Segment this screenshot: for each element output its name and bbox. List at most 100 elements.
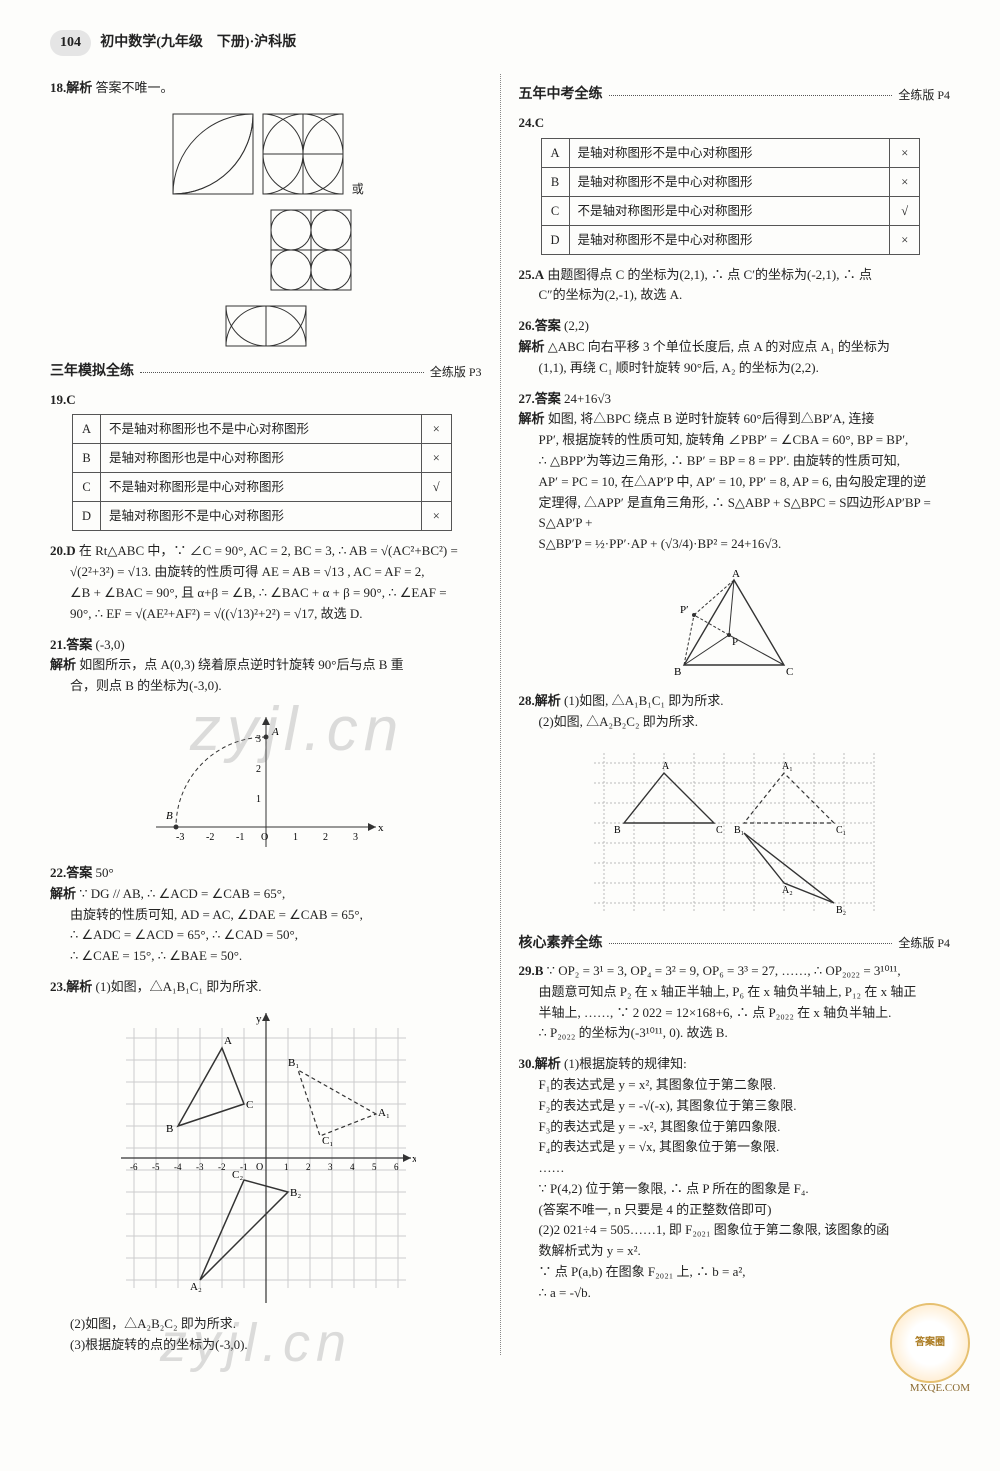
q24-desc-c: 不是轴对称图形是中心对称图形 [569, 196, 890, 225]
dots [609, 95, 893, 96]
q19-desc-b: 是轴对称图形也是中心对称图形 [101, 444, 422, 473]
q22: 22.答案 50° 解析 ∵ DG // AB, ∴ ∠ACD = ∠CAB =… [50, 863, 482, 967]
q18-figure-row1: 或 [50, 109, 482, 199]
q24-opt-d: D [541, 225, 569, 254]
q30-p4: ∴ a = -√b. [519, 1283, 951, 1304]
q24-mark-a: × [890, 138, 920, 167]
svg-text:O: O [256, 1162, 263, 1173]
section1-title: 三年模拟全练 [50, 361, 134, 383]
q27-l4: AP′ = PC = 10, 在△AP′P 中, AP′ = 10, PP′ =… [519, 472, 951, 493]
q28-label: 28.解析 [519, 693, 561, 708]
q24: 24.C A是轴对称图形不是中心对称图形× B是轴对称图形不是中心对称图形× C… [519, 113, 951, 255]
q26: 26.答案 (2,2) 解析 △ABC 向右平移 3 个单位长度后, 点 A 的… [519, 316, 951, 378]
q18-or: 或 [352, 180, 364, 199]
svg-text:B₁: B₁ [288, 1057, 299, 1069]
section2-title: 五年中考全练 [519, 84, 603, 106]
q24-desc-d: 是轴对称图形不是中心对称图形 [569, 225, 890, 254]
q30-label: 30.解析 [519, 1056, 561, 1071]
q22-l2: 由旋转的性质可知, AD = AC, ∠DAE = ∠CAB = 65°, [50, 905, 482, 926]
svg-text:O: O [261, 832, 268, 843]
q24-desc-b: 是轴对称图形不是中心对称图形 [569, 167, 890, 196]
q20-label: 20.D [50, 543, 76, 558]
svg-text:5: 5 [372, 1162, 377, 1172]
svg-text:B₂: B₂ [290, 1187, 301, 1199]
q22-jiexi: 解析 [50, 886, 76, 901]
section1-ref: 全练版 P3 [430, 363, 482, 382]
svg-text:A: A [271, 726, 279, 738]
q23: 23.解析 (1)如图，△A₁B₁C₁ 即为所求. [50, 977, 482, 998]
q27-l1: 如图, 将△BPC 绕点 B 逆时针旋转 60°后得到△BP′A, 连接 [548, 411, 875, 426]
svg-text:C₁: C₁ [836, 825, 846, 836]
q28-p2: (2)如图, △A₂B₂C₂ 即为所求. [519, 712, 951, 733]
q21-label: 21.答案 [50, 637, 92, 652]
q19-opt-d: D [73, 502, 101, 531]
q30-c2: (答案不唯一, n 只要是 4 的正整数倍即可) [519, 1200, 951, 1221]
q27-l6: S△BP′P = ½·PP′·AP + (√3/4)·BP² = 24+16√3… [519, 534, 951, 555]
q24-opt-c: C [541, 196, 569, 225]
column-separator [500, 74, 501, 1355]
q25: 25.A 由题图得点 C 的坐标为(2,1), ∴ 点 C′的坐标为(-2,1)… [519, 265, 951, 307]
q24-opt-b: B [541, 167, 569, 196]
section3-ref: 全练版 P4 [898, 934, 950, 953]
svg-text:-2: -2 [206, 832, 214, 843]
svg-text:-2: -2 [218, 1162, 226, 1172]
svg-text:3: 3 [256, 734, 261, 745]
q21-l2: 合，则点 B 的坐标为(-3,0). [50, 676, 482, 697]
q30-f4: F₄的表达式是 y = √x, 其图象位于第一象限. [519, 1137, 951, 1158]
q19-opt-b: B [73, 444, 101, 473]
section-three-year: 三年模拟全练 全练版 P3 [50, 361, 482, 383]
q23-label: 23.解析 [50, 979, 92, 994]
q29-l2: 由题意可知点 P₂ 在 x 轴正半轴上, P₆ 在 x 轴负半轴上, P₁₂ 在… [519, 982, 951, 1003]
svg-text:-1: -1 [240, 1162, 248, 1172]
svg-text:x: x [412, 1153, 416, 1165]
right-column: 五年中考全练 全练版 P4 24.C A是轴对称图形不是中心对称图形× B是轴对… [519, 74, 951, 1355]
dots [609, 943, 893, 944]
q27-jiexi: 解析 [519, 411, 545, 426]
svg-text:-3: -3 [196, 1162, 204, 1172]
svg-text:A₂: A₂ [190, 1281, 202, 1293]
svg-text:-6: -6 [130, 1162, 138, 1172]
svg-text:B: B [674, 666, 681, 678]
q20: 20.D 在 Rt△ABC 中，∵ ∠C = 90°, AC = 2, BC =… [50, 541, 482, 624]
q20-l3: ∠B + ∠BAC = 90°, 且 α+β = ∠B, ∴ ∠BAC + α … [50, 583, 482, 604]
q27: 27.答案 24+16√3 解析 如图, 将△BPC 绕点 B 逆时针旋转 60… [519, 389, 951, 555]
q21: 21.答案 (-3,0) 解析 如图所示，点 A(0,3) 绕着原点逆时针旋转 … [50, 635, 482, 697]
q18-figure-row2 [50, 205, 482, 295]
q23-p2: (2)如图，△A₂B₂C₂ 即为所求. [50, 1314, 482, 1335]
q24-opt-a: A [541, 138, 569, 167]
svg-text:6: 6 [394, 1162, 399, 1172]
q19-label: 19.C [50, 392, 76, 407]
svg-text:A: A [662, 761, 670, 772]
q20-l1: 在 Rt△ABC 中，∵ ∠C = 90°, AC = 2, BC = 3, ∴… [79, 543, 458, 558]
q30-f1: F₁的表达式是 y = x², 其图象位于第二象限. [519, 1075, 951, 1096]
q19-mark-d: × [421, 502, 451, 531]
q26-label: 26.答案 [519, 318, 561, 333]
svg-text:B: B [166, 1123, 173, 1135]
q25-label: 25.A [519, 267, 545, 282]
svg-text:A: A [732, 568, 740, 580]
svg-text:-5: -5 [152, 1162, 160, 1172]
q26-jiexi: 解析 [519, 339, 545, 354]
q24-mark-c: √ [890, 196, 920, 225]
q27-l2: PP′, 根据旋转的性质可知, 旋转角 ∠PBP′ = ∠CBA = 60°, … [519, 430, 951, 451]
left-column: 18.解析 答案不唯一。 或 [50, 74, 482, 1355]
svg-text:A₁: A₁ [378, 1107, 390, 1119]
q24-label: 24.C [519, 115, 545, 130]
q26-ans: (2,2) [564, 318, 589, 333]
q29-label: 29.B [519, 963, 544, 978]
q20-l2: √(2²+3²) = √13. 由旋转的性质可得 AE = AB = √13 ,… [50, 562, 482, 583]
svg-text:B₂: B₂ [836, 905, 846, 916]
q22-label: 22.答案 [50, 865, 92, 880]
q27-ans: 24+16√3 [564, 391, 611, 406]
q21-ans: (-3,0) [96, 637, 125, 652]
page-title: 初中数学(九年级 下册)·沪科版 [100, 35, 296, 50]
q19-desc-c: 不是轴对称图形是中心对称图形 [101, 473, 422, 502]
q23-p1: (1)如图，△A₁B₁C₁ 即为所求. [96, 979, 262, 994]
svg-text:A₁: A₁ [782, 761, 793, 772]
q30: 30.解析 (1)根据旋转的规律知: F₁的表达式是 y = x², 其图象位于… [519, 1054, 951, 1304]
q21-graph: x -3 -2 -1 O 1 2 3 1 2 3 A B [50, 707, 482, 857]
svg-text:4: 4 [350, 1162, 355, 1172]
q29-l3: 半轴上, ……, ∵ 2 022 = 12×168+6, ∴ 点 P₂₀₂₂ 在… [519, 1003, 951, 1024]
section-five-year: 五年中考全练 全练版 P4 [519, 84, 951, 106]
svg-text:2: 2 [306, 1162, 311, 1172]
